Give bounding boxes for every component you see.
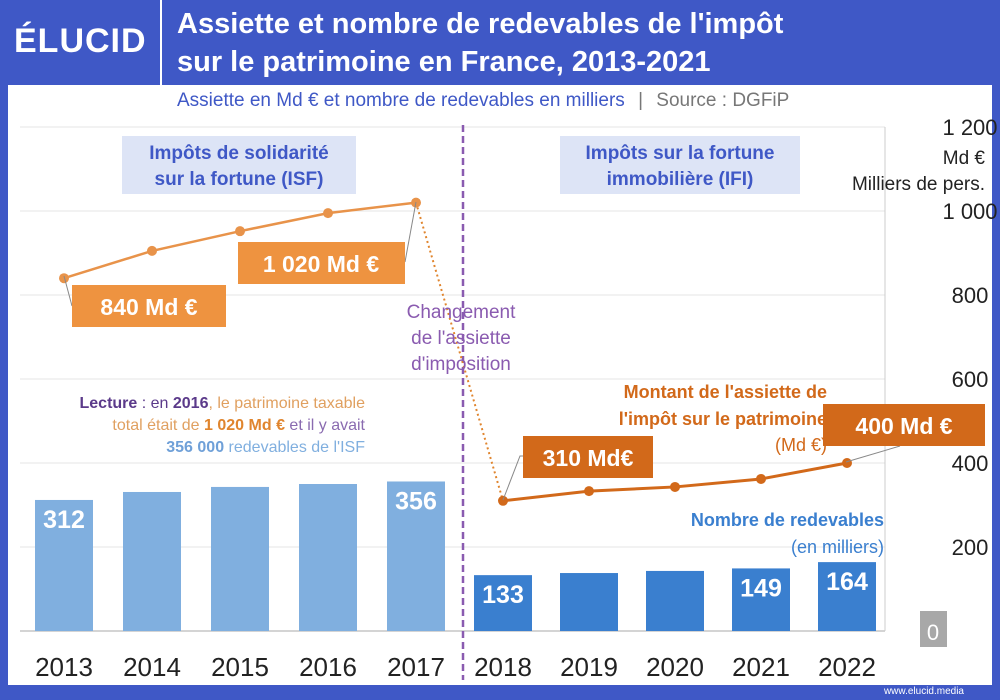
x-tick-label: 2021 <box>732 652 790 682</box>
y-unit-md: Md € <box>943 148 986 169</box>
label-400-box <box>823 404 985 446</box>
lecture-note: Lecture : en 2016, le patrimoine taxable… <box>80 395 366 456</box>
x-tick-label: 2019 <box>560 652 618 682</box>
lecture-year: 2016 <box>173 395 209 412</box>
bar-2015 <box>211 486 269 631</box>
svg-text:Lecture : en 2016, le patrimoi: Lecture : en 2016, le patrimoine taxable <box>80 395 366 412</box>
x-tick-label: 2022 <box>818 652 876 682</box>
chart-subtitle: Assiette en Md € et nombre de redevables… <box>177 90 789 112</box>
line-point-2015 <box>235 226 245 237</box>
leader-840 <box>63 275 73 307</box>
ifi-title-1: Impôts sur la fortune <box>586 143 775 164</box>
bar-2013 <box>35 499 93 631</box>
svg-text:total était de 1 020 Md € et i: total était de 1 020 Md € et il y avait <box>112 417 365 434</box>
line-point-2020 <box>670 481 680 492</box>
label-310-box <box>523 436 653 478</box>
line-point-2019 <box>584 486 594 497</box>
footer-url: www.elucid.media <box>883 686 964 697</box>
isf-title-1: Impôts de solidarité <box>149 143 328 164</box>
x-tick-label: 2013 <box>35 652 93 682</box>
lecture-label: Lecture <box>80 395 138 412</box>
y-tick-label: 1 200 <box>942 115 997 140</box>
change-line-3: d'imposition <box>411 354 511 375</box>
y-tick-label: 200 <box>952 535 989 560</box>
lecture-text: , le patrimoine taxable <box>208 395 365 412</box>
leader-1020 <box>404 201 417 263</box>
line-point-2014 <box>147 245 157 256</box>
bar-legend: Nombre de redevables (en milliers) <box>691 510 884 557</box>
label-840-box <box>72 285 226 327</box>
chart-title: Assiette et nombre de redevables de l'im… <box>177 5 977 81</box>
elucid-logo: ÉLUCID <box>14 22 147 60</box>
line-point-2018 <box>498 495 508 506</box>
bar-2014 <box>123 491 181 631</box>
line-legend-2: l'impôt sur le patrimoine <box>619 409 827 429</box>
bar-2016 <box>299 484 357 631</box>
lecture-text: : en <box>137 395 173 412</box>
subtitle-text: Assiette en Md € et nombre de redevables… <box>177 90 625 111</box>
lecture-text: et il y avait <box>285 417 366 434</box>
lecture-text: total était de <box>112 417 204 434</box>
source-text: Source : DGFiP <box>656 90 790 111</box>
bar-2019 <box>560 573 618 631</box>
leader-400 <box>845 445 901 463</box>
line-legend-3: (Md €) <box>775 435 827 455</box>
leader-310 <box>502 455 523 501</box>
bar-value-label: 133 <box>482 581 524 609</box>
bar-value-label: 149 <box>740 574 782 602</box>
bar-legend-1: Nombre de redevables <box>691 510 884 530</box>
transition-line <box>415 202 504 502</box>
bar-legend-2: (en milliers) <box>791 537 884 557</box>
subtitle-separator: | <box>638 90 643 111</box>
y-tick-label: 400 <box>952 451 989 476</box>
change-annotation: Changement de l'assiette d'imposition <box>407 302 517 375</box>
y-unit-milliers: Milliers de pers. <box>852 174 985 195</box>
x-tick-label: 2018 <box>474 652 532 682</box>
svg-text:356 000 redevables de l'ISF: 356 000 redevables de l'ISF <box>166 439 365 456</box>
header-divider <box>160 0 162 85</box>
y-tick-label: 1 000 <box>942 199 997 224</box>
y-tick-label: 800 <box>952 283 989 308</box>
bar-2018 <box>474 575 532 631</box>
isf-section-box <box>122 136 356 194</box>
line-legend-1: Montant de l'assiette de <box>624 382 827 402</box>
label-1020-box <box>238 242 405 284</box>
isf-title-2: sur la fortune (ISF) <box>155 169 324 190</box>
bar-2021 <box>732 568 790 631</box>
change-line-1: Changement <box>407 302 517 323</box>
x-tick-label: 2017 <box>387 652 445 682</box>
ifi-section-box <box>560 136 800 194</box>
x-tick-label: 2020 <box>646 652 704 682</box>
line-point-2016 <box>323 208 333 219</box>
y-tick-label: 0 <box>927 620 939 645</box>
line-legend: Montant de l'assiette de l'impôt sur le … <box>619 382 827 455</box>
x-tick-label: 2016 <box>299 652 357 682</box>
ifi-title-2: immobilière (IFI) <box>607 169 754 190</box>
line-point-2013 <box>59 273 69 284</box>
x-tick-label: 2014 <box>123 652 181 682</box>
title-line-1: Assiette et nombre de redevables de l'im… <box>177 8 784 40</box>
bar-value-label: 312 <box>43 506 85 534</box>
change-line-2: de l'assiette <box>411 328 511 349</box>
bar-value-label: 356 <box>395 487 437 515</box>
lecture-count: 356 000 <box>166 439 224 456</box>
y-tick-label: 600 <box>952 367 989 392</box>
bar-2017 <box>387 481 445 631</box>
lecture-text: redevables de l'ISF <box>224 439 365 456</box>
label-1020: 1 020 Md € <box>263 251 380 277</box>
bar-value-label: 164 <box>826 568 868 596</box>
label-400: 400 Md € <box>855 413 952 439</box>
label-840: 840 Md € <box>100 294 197 320</box>
y-zero-box <box>920 611 947 647</box>
line-point-2022 <box>842 458 852 468</box>
x-tick-label: 2015 <box>211 652 269 682</box>
line-point-2021 <box>756 473 766 484</box>
bar-2020 <box>646 570 704 631</box>
label-310: 310 Md€ <box>543 445 634 471</box>
bar-2022 <box>818 562 876 631</box>
title-line-2: sur le patrimoine en France, 2013-2021 <box>177 46 711 78</box>
lecture-amount: 1 020 Md € <box>204 417 285 434</box>
